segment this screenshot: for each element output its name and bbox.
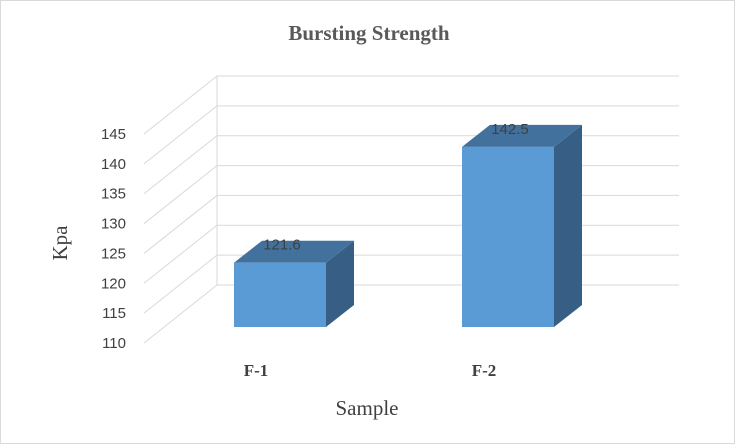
data-label: 121.6 xyxy=(263,237,301,254)
gridline xyxy=(143,284,679,344)
y-ticks: 110 115 120 125 130 135 140 145 xyxy=(101,126,126,352)
bar-top xyxy=(462,124,582,147)
bar-F-1: 121.6 xyxy=(234,237,354,327)
data-label: 142.5 xyxy=(491,121,529,138)
y-tick-label: 140 xyxy=(101,156,126,173)
bar-top xyxy=(234,240,354,263)
bar-front xyxy=(234,262,326,327)
chart-title: Bursting Strength xyxy=(288,21,450,45)
bar-front xyxy=(462,146,554,327)
x-categories: F-1 F-2 xyxy=(244,361,497,380)
y-tick-label: 110 xyxy=(102,335,126,352)
y-tick-label: 120 xyxy=(101,275,126,292)
y-axis-title: Kpa xyxy=(48,225,72,261)
x-axis-title: Sample xyxy=(336,396,399,420)
gridline xyxy=(143,254,679,314)
bar-F-2: 142.5 xyxy=(462,121,582,327)
gridline xyxy=(143,105,679,165)
bars: 121.6 142.5 xyxy=(234,121,582,327)
y-tick-label: 115 xyxy=(102,305,126,322)
bar-side xyxy=(326,240,354,327)
y-tick-label: 145 xyxy=(101,126,126,143)
y-tick-label: 135 xyxy=(101,186,126,203)
gridline xyxy=(143,224,679,284)
y-tick-label: 130 xyxy=(101,216,126,233)
y-tick-label: 125 xyxy=(101,245,126,262)
x-category-label: F-2 xyxy=(472,361,497,380)
bar-side xyxy=(554,124,582,327)
x-category-label: F-1 xyxy=(244,361,269,380)
gridline xyxy=(143,75,679,135)
gridlines xyxy=(143,75,679,344)
gridline xyxy=(143,165,679,224)
gridline xyxy=(143,194,679,254)
gridline xyxy=(143,135,679,195)
